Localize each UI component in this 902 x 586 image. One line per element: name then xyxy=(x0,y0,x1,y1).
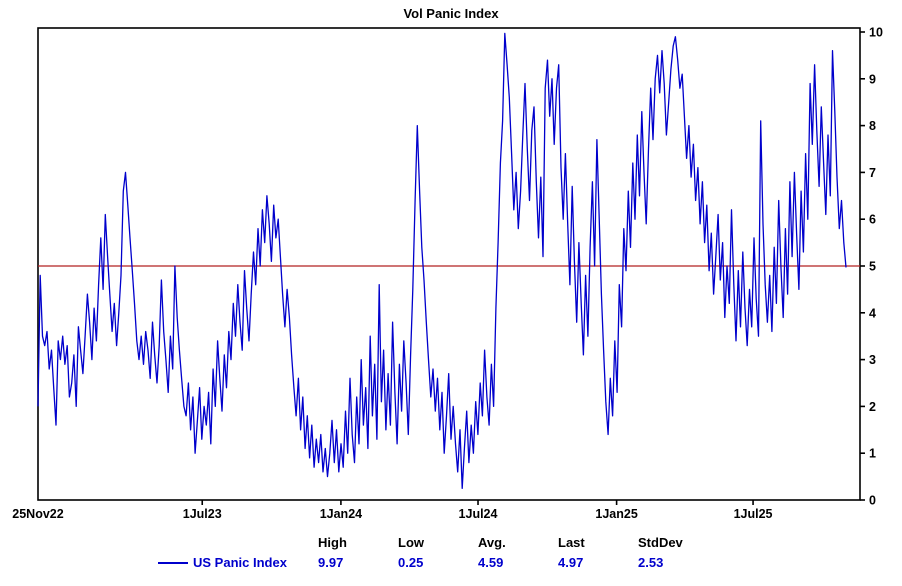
stats-value-row: US Panic Index 9.97 0.25 4.59 4.97 2.53 xyxy=(0,555,902,573)
stat-value-low: 0.25 xyxy=(398,555,424,570)
y-axis-label: 8 xyxy=(869,119,876,133)
line-chart: 0 1 2 3 4 5 6 7 8 9 10 25Nov22 1Jul23 1Jan24 1Jul24 1Ja… xyxy=(12,26,883,522)
y-axis-label: 1 xyxy=(869,447,876,461)
x-axis-label: 1Jul25 xyxy=(734,507,773,521)
legend-line-sample xyxy=(158,562,188,564)
x-axis-label: 25Nov22 xyxy=(12,507,63,521)
y-axis-label: 9 xyxy=(869,72,876,86)
stat-value-avg: 4.59 xyxy=(478,555,504,570)
stats-header-high: High xyxy=(318,535,347,550)
x-axis-label: 1Jul23 xyxy=(183,507,222,521)
y-axis-label: 4 xyxy=(869,306,876,320)
y-axis-label: 10 xyxy=(869,26,883,40)
y-axis-label: 3 xyxy=(869,353,876,367)
stats-header-row: High Low Avg. Last StdDev xyxy=(0,535,902,551)
y-axis-label: 5 xyxy=(869,260,876,274)
y-axis-label: 7 xyxy=(869,166,876,180)
y-axis-label: 6 xyxy=(869,213,876,227)
chart-title: Vol Panic Index xyxy=(403,6,499,21)
x-axis-label: 1Jan25 xyxy=(595,507,637,521)
series-us-panic-index xyxy=(37,32,847,489)
stat-value-stddev: 2.53 xyxy=(638,555,664,570)
x-axis-label: 1Jul24 xyxy=(459,507,498,521)
stats-header-avg: Avg. xyxy=(478,535,506,550)
stats-header-last: Last xyxy=(558,535,585,550)
stat-value-high: 9.97 xyxy=(318,555,344,570)
x-axis-label: 1Jan24 xyxy=(320,507,362,521)
stat-value-last: 4.97 xyxy=(558,555,584,570)
y-axis-label: 2 xyxy=(869,400,876,414)
plot-border xyxy=(37,27,861,501)
stats-header-stddev: StdDev xyxy=(638,535,683,550)
y-axis-label: 0 xyxy=(869,494,876,508)
stats-header-low: Low xyxy=(398,535,424,550)
legend-series-label: US Panic Index xyxy=(193,555,287,570)
